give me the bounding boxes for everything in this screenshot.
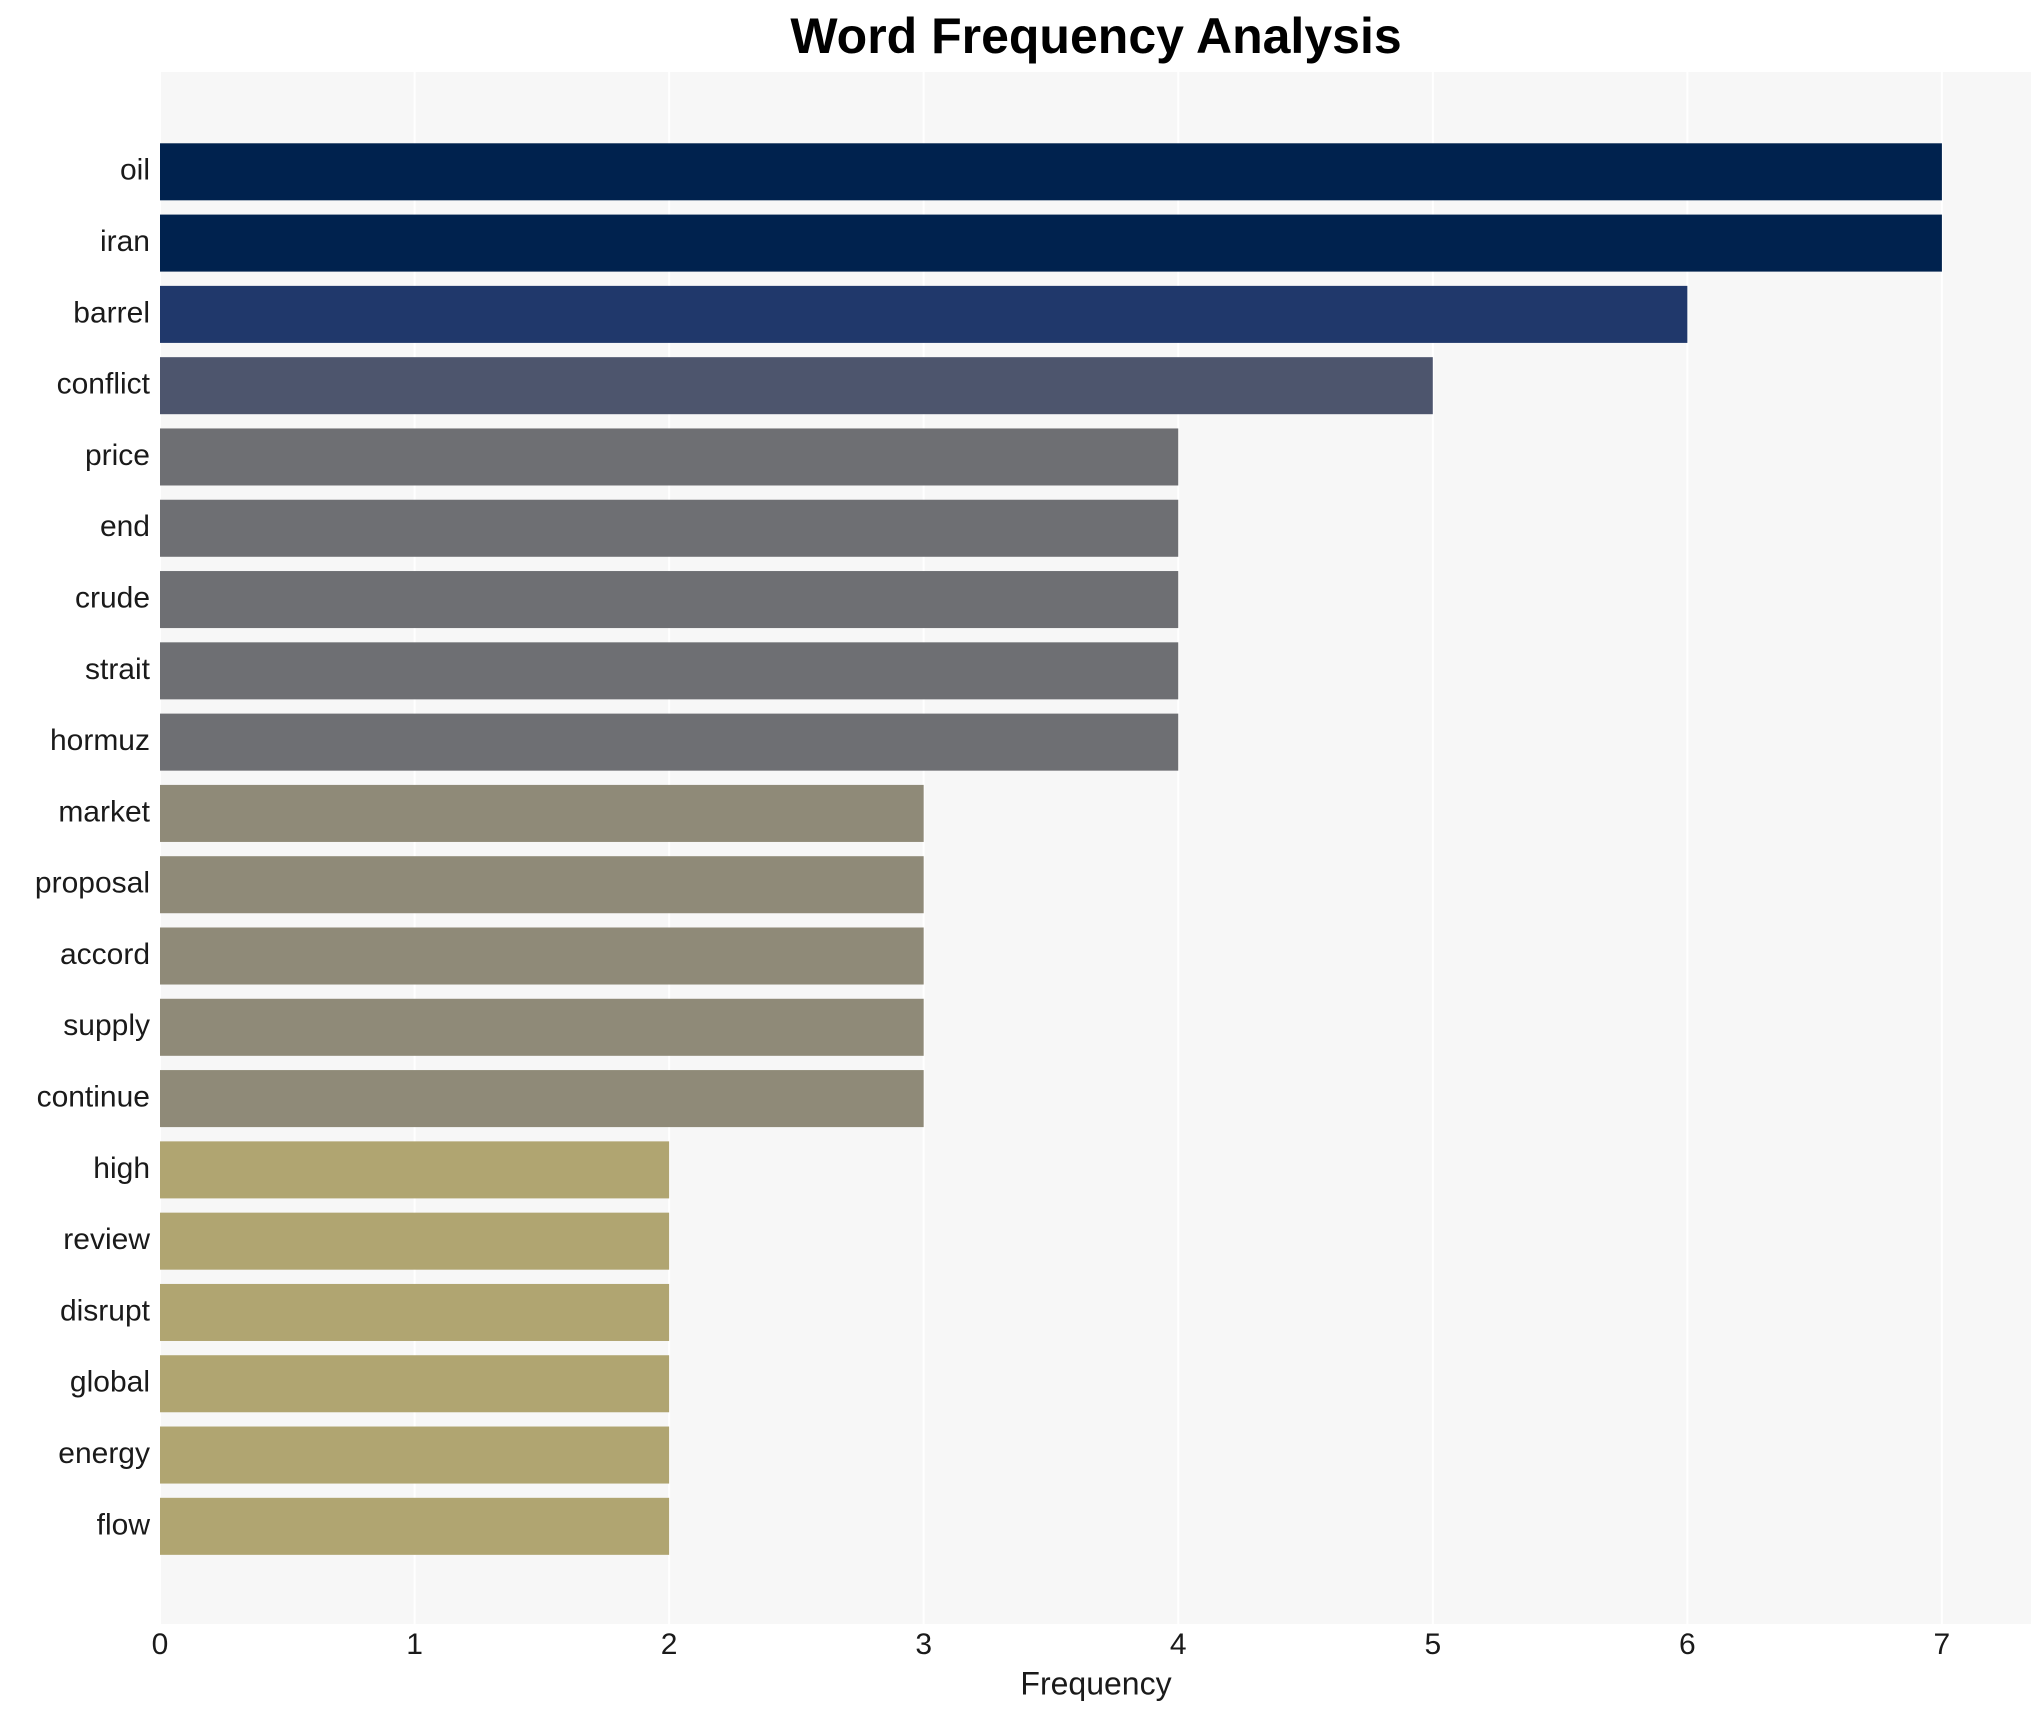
bar bbox=[160, 927, 924, 985]
bar bbox=[160, 1426, 670, 1484]
x-tick-label: 1 bbox=[406, 1628, 423, 1661]
bar bbox=[160, 1355, 670, 1413]
bar bbox=[160, 143, 1942, 201]
x-tick-label: 7 bbox=[1934, 1628, 1951, 1661]
y-tick-label: oil bbox=[120, 154, 150, 187]
y-tick-label: supply bbox=[63, 1009, 150, 1042]
bar bbox=[160, 1212, 670, 1270]
x-tick-label: 3 bbox=[915, 1628, 932, 1661]
bar bbox=[160, 1070, 924, 1128]
y-tick-label: strait bbox=[85, 653, 151, 686]
y-tick-label: barrel bbox=[73, 296, 150, 329]
bar bbox=[160, 357, 1433, 415]
y-tick-label: hormuz bbox=[50, 724, 150, 757]
x-tick-label: 6 bbox=[1679, 1628, 1696, 1661]
bar bbox=[160, 499, 1179, 557]
y-tick-label: global bbox=[70, 1366, 150, 1399]
bar bbox=[160, 856, 924, 914]
bar bbox=[160, 1497, 670, 1555]
bar bbox=[160, 285, 1688, 343]
x-axis-label: Frequency bbox=[1020, 1665, 1171, 1701]
bar bbox=[160, 214, 1942, 272]
x-tick-label: 4 bbox=[1170, 1628, 1187, 1661]
y-tick-label: proposal bbox=[35, 867, 150, 900]
x-tick-label: 2 bbox=[661, 1628, 678, 1661]
bar bbox=[160, 642, 1179, 700]
bar bbox=[160, 998, 924, 1056]
y-tick-label: price bbox=[85, 439, 150, 472]
bar bbox=[160, 713, 1179, 771]
y-tick-label: energy bbox=[58, 1437, 150, 1470]
y-tick-label: review bbox=[63, 1223, 150, 1256]
y-tick-label: accord bbox=[60, 938, 150, 971]
x-tick-label: 0 bbox=[152, 1628, 169, 1661]
y-tick-label: conflict bbox=[57, 368, 151, 401]
y-tick-label: end bbox=[100, 510, 150, 543]
bar bbox=[160, 428, 1179, 486]
bar bbox=[160, 571, 1179, 629]
x-tick-label: 5 bbox=[1424, 1628, 1441, 1661]
y-tick-label: market bbox=[58, 795, 150, 828]
bar bbox=[160, 1141, 670, 1199]
chart-title: Word Frequency Analysis bbox=[790, 8, 1401, 64]
y-tick-label: flow bbox=[97, 1508, 151, 1541]
y-tick-label: continue bbox=[37, 1081, 150, 1114]
bar bbox=[160, 1283, 670, 1341]
y-tick-label: disrupt bbox=[60, 1294, 151, 1327]
bar bbox=[160, 784, 924, 842]
y-tick-label: crude bbox=[75, 581, 150, 614]
y-tick-label: iran bbox=[100, 225, 150, 258]
y-tick-label: high bbox=[93, 1152, 150, 1185]
